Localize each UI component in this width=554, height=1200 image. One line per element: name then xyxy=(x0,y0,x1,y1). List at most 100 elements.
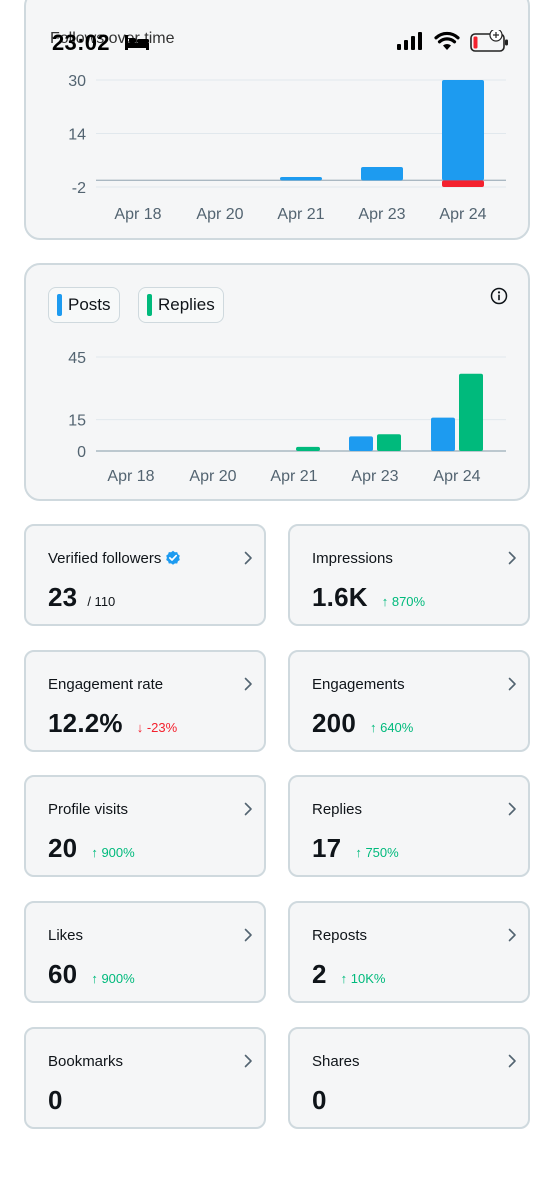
stat-card-shares[interactable]: Shares 0 xyxy=(288,1027,530,1129)
y-tick-label: -2 xyxy=(72,180,86,197)
legend-replies-swatch xyxy=(147,294,152,316)
stat-label-text: Verified followers xyxy=(48,550,162,567)
info-icon[interactable] xyxy=(490,287,508,305)
legend-posts-swatch xyxy=(57,294,62,316)
y-tick-label: 15 xyxy=(68,413,86,430)
stat-label: Likes xyxy=(48,927,83,944)
y-tick-label: 14 xyxy=(68,127,86,144)
stat-label-text: Impressions xyxy=(312,550,393,567)
stat-card-engagements[interactable]: Engagements 200 ↑ 640% xyxy=(288,650,530,752)
stat-sub: / 110 xyxy=(87,594,116,609)
stat-value: 23 xyxy=(48,582,78,612)
stat-change: ↑ 750% xyxy=(355,845,399,860)
stat-card-likes[interactable]: Likes 60 ↑ 900% xyxy=(24,901,266,1003)
bar-series-0-apr-21[interactable] xyxy=(280,176,322,181)
legend-posts[interactable]: Posts xyxy=(48,287,120,323)
stat-label-text: Shares xyxy=(312,1053,360,1070)
stat-card-bookmarks[interactable]: Bookmarks 0 xyxy=(24,1027,266,1129)
stat-label: Impressions xyxy=(312,550,393,567)
bar-posts-apr-24[interactable] xyxy=(431,417,455,451)
stat-label: Reposts xyxy=(312,927,367,944)
stat-label-text: Engagements xyxy=(312,676,405,693)
x-tick-label: Apr 20 xyxy=(189,468,236,485)
bar-replies-apr-24[interactable] xyxy=(459,373,483,451)
follows-chart-card: Follows over time 30 14 -2 Apr 18 Apr 20 Apr … xyxy=(24,0,530,240)
x-tick-label: Apr 23 xyxy=(351,468,398,485)
chevron-right-icon[interactable] xyxy=(506,801,518,817)
stat-label: Engagement rate xyxy=(48,676,163,693)
stat-label: Shares xyxy=(312,1053,360,1070)
chevron-right-icon[interactable] xyxy=(506,927,518,943)
stat-value: 17 xyxy=(312,833,342,863)
stat-label: Profile visits xyxy=(48,801,128,818)
y-tick-label: 45 xyxy=(68,350,86,367)
chevron-right-icon[interactable] xyxy=(506,676,518,692)
stat-label-text: Engagement rate xyxy=(48,676,164,693)
follows-chart: 30 14 -2 Apr 18 Apr 20 Apr 21 Apr 23 Apr 24 xyxy=(68,73,506,223)
stat-label-text: Profile visits xyxy=(48,801,129,818)
x-tick-label: Apr 21 xyxy=(277,206,324,223)
stat-value: 20 xyxy=(48,833,78,863)
stat-card-verified-followers[interactable]: Verified followers 23 / 110 xyxy=(24,524,266,626)
stat-value-row: 2 ↑ 10K% xyxy=(312,959,385,990)
x-tick-label: Apr 21 xyxy=(270,468,317,485)
bar-posts-apr-23[interactable] xyxy=(349,436,373,451)
bar-replies-apr-23[interactable] xyxy=(377,434,401,451)
stat-value: 0 xyxy=(312,1085,327,1115)
stat-change: ↑ 640% xyxy=(369,720,414,735)
chevron-right-icon[interactable] xyxy=(242,676,254,692)
stat-change: ↑ 900% xyxy=(91,971,135,986)
legend-posts-label: Posts xyxy=(68,295,111,314)
stat-change: ↑ 870% xyxy=(381,594,426,609)
stat-value-row: 23 / 110 xyxy=(48,582,115,613)
chevron-right-icon[interactable] xyxy=(242,550,254,566)
stat-value: 1.6K xyxy=(312,582,368,612)
stat-value: 0 xyxy=(48,1085,63,1115)
posts-replies-chart-card: Posts Replies 45 15 0 Apr 18 Apr 20 Apr 21 Apr… xyxy=(24,263,530,501)
chevron-right-icon[interactable] xyxy=(242,927,254,943)
x-tick-label: Apr 18 xyxy=(114,206,161,223)
stat-value: 200 xyxy=(312,708,356,738)
stat-value-row: 0 xyxy=(48,1085,63,1116)
stat-label: Verified followers xyxy=(48,550,181,567)
stat-change: ↑ 10K% xyxy=(340,971,386,986)
stat-value: 12.2% xyxy=(48,708,123,738)
bar-replies-apr-21[interactable] xyxy=(296,446,320,451)
x-tick-label: Apr 24 xyxy=(433,468,480,485)
stat-label: Engagements xyxy=(312,676,405,693)
stat-card-reposts[interactable]: Reposts 2 ↑ 10K% xyxy=(288,901,530,1003)
x-tick-label: Apr 20 xyxy=(196,206,243,223)
legend-replies[interactable]: Replies xyxy=(138,287,224,323)
y-tick-label: 0 xyxy=(77,444,86,461)
stat-value: 60 xyxy=(48,959,78,989)
legend-replies-label: Replies xyxy=(158,295,215,314)
stat-label-text: Reposts xyxy=(312,927,368,944)
stat-change: ↓ -23% xyxy=(136,720,178,735)
stat-value-row: 0 xyxy=(312,1085,327,1116)
chevron-right-icon[interactable] xyxy=(506,1053,518,1069)
x-tick-label: Apr 23 xyxy=(358,206,405,223)
stat-card-impressions[interactable]: Impressions 1.6K ↑ 870% xyxy=(288,524,530,626)
x-tick-label: Apr 24 xyxy=(439,206,486,223)
stat-label-text: Likes xyxy=(48,927,84,944)
chevron-right-icon[interactable] xyxy=(242,801,254,817)
stat-value: 2 xyxy=(312,959,327,989)
stat-label-text: Replies xyxy=(312,801,363,818)
bar-series-1-apr-24[interactable] xyxy=(442,180,484,187)
stat-card-replies[interactable]: Replies 17 ↑ 750% xyxy=(288,775,530,877)
chevron-right-icon[interactable] xyxy=(506,550,518,566)
stat-value-row: 200 ↑ 640% xyxy=(312,708,413,739)
stat-card-profile-visits[interactable]: Profile visits 20 ↑ 900% xyxy=(24,775,266,877)
stat-value-row: 17 ↑ 750% xyxy=(312,833,399,864)
bar-series-0-apr-23[interactable] xyxy=(361,166,403,181)
stat-label: Replies xyxy=(312,801,362,818)
stat-value-row: 12.2% ↓ -23% xyxy=(48,708,177,739)
stat-change: ↑ 900% xyxy=(91,845,135,860)
stat-card-engagement-rate[interactable]: Engagement rate 12.2% ↓ -23% xyxy=(24,650,266,752)
verified-badge-icon xyxy=(166,550,181,565)
x-tick-label: Apr 18 xyxy=(107,468,154,485)
posts-replies-chart: 45 15 0 Apr 18 Apr 20 Apr 21 Apr 23 Apr 24 xyxy=(68,350,506,485)
stat-value-row: 1.6K ↑ 870% xyxy=(312,582,425,613)
bar-series-0-apr-24[interactable] xyxy=(442,80,484,181)
chevron-right-icon[interactable] xyxy=(242,1053,254,1069)
